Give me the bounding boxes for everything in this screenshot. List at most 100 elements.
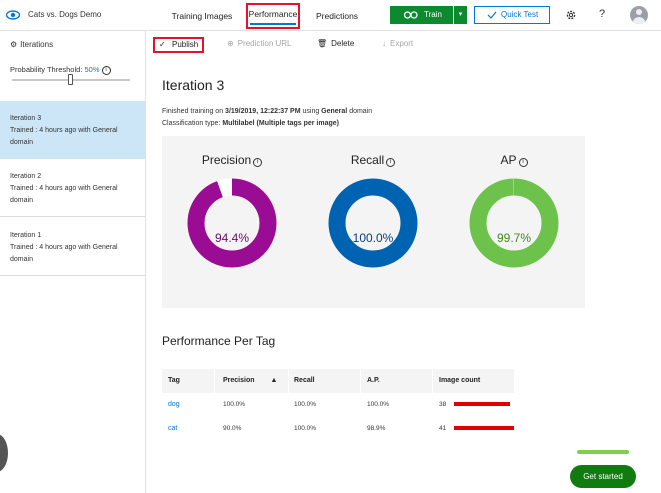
sidebar-title-label: Iterations bbox=[20, 40, 54, 49]
delete-button[interactable]: 🗑 Delete bbox=[317, 39, 354, 48]
finished-prefix: Finished training on bbox=[162, 108, 226, 115]
prediction-url-button[interactable]: ⊕ Prediction URL bbox=[227, 39, 292, 48]
table-row: dog 100.0% 100.0% 100.0% 38 bbox=[162, 393, 516, 417]
train-button-label: Train bbox=[424, 10, 442, 19]
iteration-name: Iteration 3 bbox=[10, 115, 42, 122]
header-image-count[interactable]: Image count bbox=[439, 377, 481, 384]
download-icon: ↓ bbox=[382, 39, 386, 48]
metric-label-text: Recall bbox=[350, 153, 385, 167]
cell-image-count: 38 bbox=[439, 401, 447, 408]
chevron-down-icon: ▾ bbox=[458, 11, 463, 18]
tab-predictions[interactable]: Predictions bbox=[316, 11, 359, 21]
training-info: Finished training on 3/19/2019, 12:22:37… bbox=[162, 108, 372, 115]
header-tag[interactable]: Tag bbox=[168, 377, 180, 384]
header-ap[interactable]: A.P. bbox=[367, 377, 380, 384]
column-separator bbox=[432, 369, 433, 393]
quick-test-label: Quick Test bbox=[501, 10, 539, 19]
iteration-name: Iteration 2 bbox=[10, 173, 42, 180]
sort-ascending-icon: ▲ bbox=[270, 377, 278, 384]
donut-arc bbox=[469, 178, 559, 268]
floating-action-button[interactable] bbox=[0, 434, 8, 472]
cell-image-count: 41 bbox=[439, 425, 447, 432]
gear-icon[interactable] bbox=[565, 9, 577, 21]
donut-arc bbox=[187, 178, 277, 268]
iteration-item[interactable]: Iteration 2 Trained : 4 hours ago with G… bbox=[0, 159, 146, 217]
column-separator bbox=[214, 369, 215, 393]
train-button[interactable]: Train bbox=[390, 6, 453, 24]
metric-label: Recall i bbox=[313, 153, 433, 167]
metric-value: 94.4% bbox=[214, 231, 250, 245]
iteration-item[interactable]: Iteration 1 Trained : 4 hours ago with G… bbox=[0, 218, 146, 276]
metrics-panel: Precision i 94.4% Recall i 100.0% AP i 99.7… bbox=[162, 136, 585, 308]
probability-threshold-label: Probability Threshold: 50% i bbox=[10, 65, 111, 75]
onboarding-progress bbox=[577, 450, 629, 454]
iteration-detail: Trained : 4 hours ago with General domai… bbox=[10, 185, 118, 204]
publish-button[interactable]: ✓ Publish bbox=[153, 37, 204, 53]
eye-logo-icon[interactable] bbox=[6, 8, 20, 22]
classtype-prefix: Classification type: bbox=[162, 120, 223, 127]
table-row: cat 90.0% 100.0% 98.9% 41 bbox=[162, 417, 516, 441]
cell-recall: 100.0% bbox=[294, 425, 317, 432]
checkmark-icon: ✓ bbox=[159, 40, 166, 49]
cell-precision: 90.0% bbox=[223, 425, 242, 432]
metric-label: Precision i bbox=[172, 153, 292, 167]
info-icon[interactable]: i bbox=[386, 158, 396, 167]
classification-type: Classification type: Multilabel (Multipl… bbox=[162, 120, 339, 127]
header-precision[interactable]: Precision ▲ bbox=[223, 377, 277, 384]
tag-link[interactable]: cat bbox=[168, 425, 178, 432]
quick-test-button[interactable]: Quick Test bbox=[474, 6, 550, 24]
metric-value: 99.7% bbox=[496, 231, 532, 245]
user-avatar[interactable] bbox=[630, 6, 648, 24]
cell-ap: 100.0% bbox=[367, 401, 390, 408]
image-count-bar bbox=[454, 402, 510, 406]
metric-label-text: Precision bbox=[201, 153, 252, 167]
iteration-toolbar: ✓ Publish ⊕ Prediction URL 🗑 Delete ↓ Expor… bbox=[147, 31, 661, 59]
tab-performance[interactable]: Performance bbox=[246, 3, 300, 29]
sidebar-title: ⚙ Iterations bbox=[10, 40, 53, 49]
threshold-value: 50% bbox=[84, 65, 100, 74]
get-started-button[interactable]: Get started bbox=[570, 465, 636, 488]
iteration-detail: Trained : 4 hours ago with General domai… bbox=[10, 244, 118, 263]
donut-arc bbox=[328, 178, 418, 268]
delete-label: Delete bbox=[331, 39, 355, 48]
table-header: Tag Precision ▲ Recall A.P. Image count bbox=[162, 369, 514, 393]
page-title: Iteration 3 bbox=[162, 77, 225, 93]
image-count-bar bbox=[454, 426, 514, 430]
tag-link[interactable]: dog bbox=[168, 401, 180, 408]
ap-donut bbox=[469, 178, 559, 268]
help-icon[interactable]: ? bbox=[599, 8, 606, 20]
classtype-value: Multilabel (Multiple tags per image) bbox=[222, 120, 339, 127]
info-icon[interactable]: i bbox=[253, 158, 263, 167]
finished-suffix: domain bbox=[347, 108, 373, 115]
ap-metric: AP i 99.7% bbox=[454, 136, 574, 308]
threshold-label-text: Probability Threshold: bbox=[10, 65, 85, 74]
iteration-name: Iteration 1 bbox=[10, 232, 42, 239]
cell-recall: 100.0% bbox=[294, 401, 317, 408]
performance-per-tag-title: Performance Per Tag bbox=[162, 334, 276, 348]
column-separator bbox=[288, 369, 289, 393]
project-title[interactable]: Cats vs. Dogs Demo bbox=[28, 10, 102, 19]
info-icon[interactable]: i bbox=[101, 66, 111, 75]
precision-donut bbox=[187, 178, 277, 268]
recall-metric: Recall i 100.0% bbox=[313, 136, 433, 308]
cell-ap: 98.9% bbox=[367, 425, 386, 432]
finished-date: 3/19/2019, 12:22:37 PM bbox=[225, 108, 301, 115]
export-button[interactable]: ↓ Export bbox=[382, 39, 413, 48]
iteration-item[interactable]: Iteration 3 Trained : 4 hours ago with G… bbox=[0, 101, 146, 159]
top-bar: Cats vs. Dogs Demo Training Images Perfo… bbox=[0, 0, 661, 31]
train-dropdown-button[interactable]: ▾ bbox=[454, 6, 467, 24]
filter-icon: ⚙ bbox=[10, 40, 18, 49]
threshold-slider-thumb[interactable] bbox=[68, 74, 73, 85]
publish-label: Publish bbox=[172, 40, 199, 49]
metric-value: 100.0% bbox=[352, 231, 394, 245]
info-icon[interactable]: i bbox=[518, 158, 528, 167]
prediction-url-label: Prediction URL bbox=[237, 39, 292, 48]
globe-icon: ⊕ bbox=[227, 39, 234, 48]
tab-training-images[interactable]: Training Images bbox=[171, 11, 233, 21]
finished-domain: General bbox=[321, 108, 348, 115]
metric-label: AP i bbox=[454, 153, 574, 167]
trash-icon: 🗑 bbox=[317, 39, 328, 48]
header-recall[interactable]: Recall bbox=[294, 377, 315, 384]
finished-mid: using bbox=[300, 108, 322, 115]
metric-label-text: AP bbox=[500, 153, 517, 167]
